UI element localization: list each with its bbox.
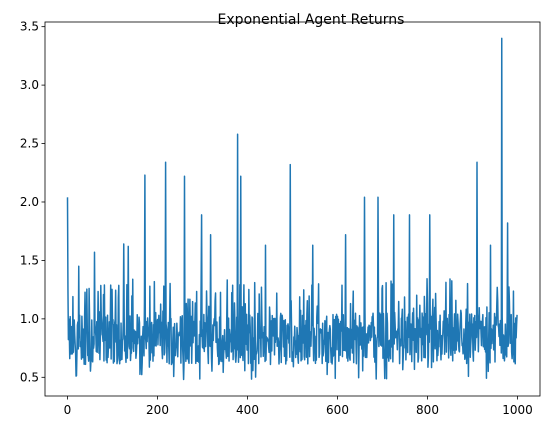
x-tick-label: 1000 — [502, 403, 533, 417]
x-tick-label: 400 — [236, 403, 259, 417]
x-tick-label: 0 — [64, 403, 72, 417]
plot-frame — [44, 21, 541, 397]
plot-area — [66, 37, 518, 381]
x-tick-label: 200 — [146, 403, 169, 417]
y-tick-label: 0.5 — [20, 370, 39, 384]
y-tick-label: 3.5 — [20, 20, 39, 34]
y-tick-label: 2.0 — [20, 195, 39, 209]
y-axis: 0.5 1.0 1.5 2.0 2.5 3.0 3.5 — [20, 20, 45, 384]
x-tick-label: 600 — [326, 403, 349, 417]
y-tick-label: 3.0 — [20, 78, 39, 92]
y-tick-label: 1.0 — [20, 312, 39, 326]
chart-title: Exponential Agent Returns — [218, 12, 405, 28]
x-tick-label: 800 — [416, 403, 439, 417]
y-tick-label: 1.5 — [20, 253, 39, 267]
series-line — [66, 37, 518, 381]
x-axis: 0 200 400 600 800 1000 — [64, 396, 533, 417]
y-tick-label: 2.5 — [20, 137, 39, 151]
